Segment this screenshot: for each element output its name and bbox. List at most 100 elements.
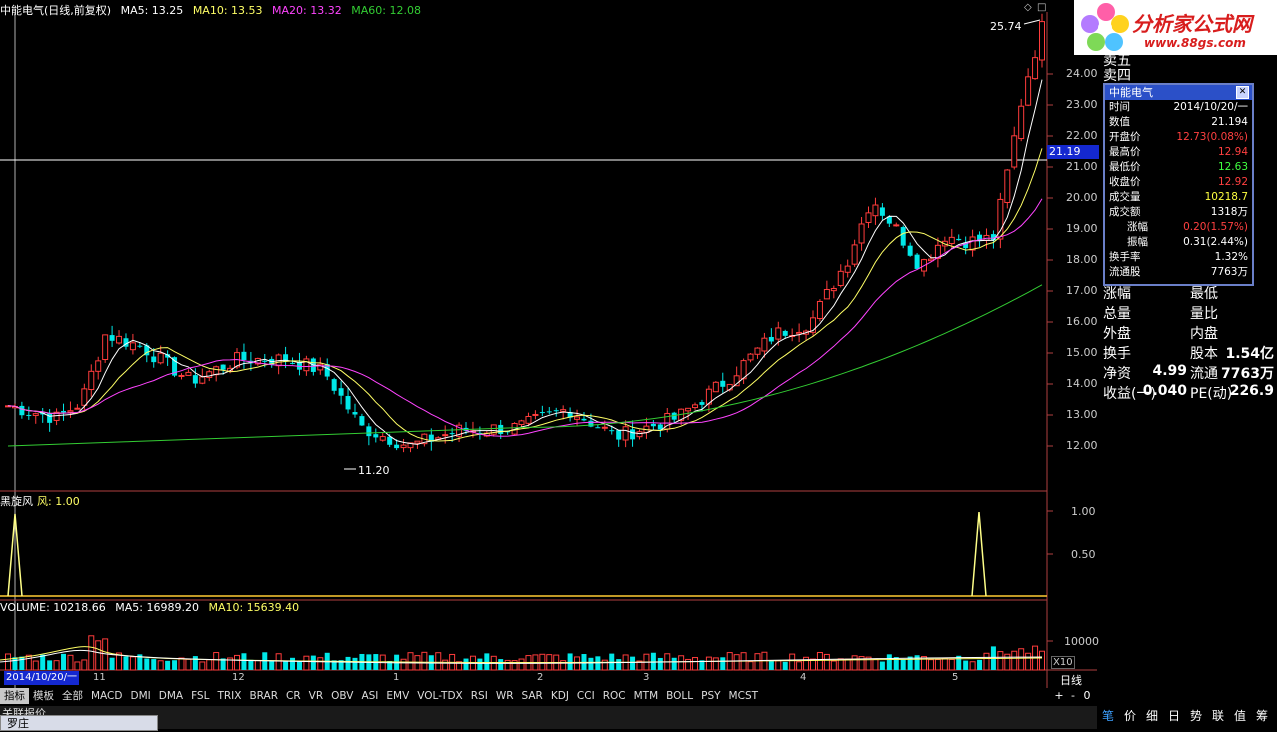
volume-bar: [782, 661, 788, 670]
candle-body: [782, 330, 788, 336]
candle-body: [331, 379, 337, 391]
quote-tab[interactable]: 日: [1167, 709, 1180, 723]
candle-body: [754, 347, 761, 355]
volume-bar: [178, 657, 185, 671]
volume-bar: [616, 659, 622, 670]
candle-body: [449, 433, 455, 435]
zoom-in-button[interactable]: +: [1054, 689, 1064, 702]
tab-mcst[interactable]: MCST: [728, 690, 759, 702]
indicator-spike: [7, 513, 23, 597]
candle-body: [26, 414, 32, 416]
quote-tab[interactable]: 势: [1189, 709, 1202, 723]
tooltip-value: 12.94: [1217, 146, 1248, 158]
candle-body: [775, 327, 782, 340]
candle-body: [442, 434, 449, 437]
volume-bar: [699, 660, 705, 670]
restore-icon[interactable]: □: [1037, 2, 1047, 13]
candle-body: [685, 407, 692, 412]
candle-body: [768, 336, 774, 342]
candle-body: [616, 430, 622, 440]
tab-指标[interactable]: 指标: [0, 688, 29, 704]
tab-kdj[interactable]: KDJ: [550, 690, 569, 702]
candle-body: [283, 354, 289, 362]
candle-body: [387, 436, 393, 445]
tab-psy[interactable]: PSY: [701, 690, 721, 702]
volume-bar: [921, 656, 928, 671]
volume-bar: [290, 657, 296, 670]
tab-全部[interactable]: 全部: [62, 690, 83, 702]
quote-tab[interactable]: 值: [1233, 709, 1246, 723]
candle-body: [893, 224, 900, 227]
tab-vr[interactable]: VR: [308, 690, 324, 702]
diamond-icon[interactable]: ◇: [1024, 2, 1032, 13]
quote-tab[interactable]: 笔: [1101, 709, 1114, 723]
indicator-spike: [971, 511, 987, 597]
bottom-bar: [0, 706, 1277, 729]
candle-body: [74, 407, 81, 410]
tab-模板[interactable]: 模板: [33, 690, 54, 702]
volume-bar: [1025, 652, 1032, 671]
tab-asi[interactable]: ASI: [361, 690, 379, 702]
tab-obv[interactable]: OBV: [331, 690, 354, 702]
tab-sar[interactable]: SAR: [521, 690, 543, 702]
volume-bar: [172, 660, 178, 670]
volume-bar: [19, 656, 25, 670]
tooltip-key: 时间: [1109, 101, 1130, 113]
tooltip-key: 数值: [1109, 116, 1130, 128]
candle-body: [671, 412, 677, 420]
ma60-label: MA60: 12.08: [351, 4, 421, 17]
quote-field-label: 股本: [1190, 346, 1218, 362]
volume-bar: [977, 659, 983, 670]
tab-vol-tdx[interactable]: VOL-TDX: [417, 690, 463, 702]
quote-tab[interactable]: 细: [1145, 709, 1158, 723]
quote-tab[interactable]: 价: [1123, 709, 1136, 723]
close-icon[interactable]: ✕: [1236, 86, 1249, 99]
volume-bar: [67, 654, 74, 671]
candle-body: [977, 234, 983, 241]
period-label[interactable]: 日线: [1060, 674, 1082, 687]
tab-emv[interactable]: EMV: [386, 690, 410, 702]
volume-bar: [803, 656, 810, 671]
volume-bar: [95, 640, 102, 671]
tab-mtm[interactable]: MTM: [633, 690, 659, 702]
candle-body: [220, 364, 226, 370]
tab-roc[interactable]: ROC: [602, 690, 626, 702]
tab-macd[interactable]: MACD: [91, 690, 123, 702]
candle-body: [1032, 57, 1039, 80]
volume-bar: [900, 659, 906, 670]
volume-bar: [129, 656, 136, 671]
ma60-line: [7, 284, 1043, 447]
tab-brar[interactable]: BRAR: [249, 690, 278, 702]
tab-rsi[interactable]: RSI: [470, 690, 488, 702]
tab-dma[interactable]: DMA: [158, 690, 184, 702]
candle-body: [657, 424, 663, 430]
month-tick: 4: [800, 672, 807, 683]
volume-title: VOLUME: 10218.66: [0, 601, 106, 614]
tab-trix[interactable]: TRIX: [217, 690, 242, 702]
tooltip-key: 涨幅: [1127, 221, 1148, 233]
tab-cr[interactable]: CR: [286, 690, 301, 702]
candle-body: [844, 265, 851, 273]
volume-bar: [283, 661, 289, 670]
tab-boll[interactable]: BOLL: [666, 690, 694, 702]
zoom-reset-button[interactable]: 0: [1083, 689, 1091, 702]
tab-fsl[interactable]: FSL: [191, 690, 210, 702]
candle-body: [345, 396, 351, 410]
quote-tab[interactable]: 联: [1211, 709, 1224, 723]
volume-bar: [893, 657, 899, 670]
tab-cci[interactable]: CCI: [576, 690, 595, 702]
volume-ma10: MA10: 15639.40: [208, 601, 300, 614]
volume-bar: [630, 656, 636, 670]
indicator-axis-mid: 0.50: [1071, 548, 1096, 561]
volume-bar: [595, 656, 601, 670]
candle-body: [428, 434, 434, 442]
candle-body: [47, 413, 53, 423]
tooltip-key: 最低价: [1109, 161, 1141, 173]
volume-bar: [338, 660, 344, 670]
candle-body: [1018, 105, 1025, 140]
tab-dmi[interactable]: DMI: [130, 690, 151, 702]
quote-tab[interactable]: 筹: [1255, 709, 1268, 723]
tab-wr[interactable]: WR: [495, 690, 514, 702]
zoom-out-button[interactable]: -: [1071, 689, 1075, 702]
